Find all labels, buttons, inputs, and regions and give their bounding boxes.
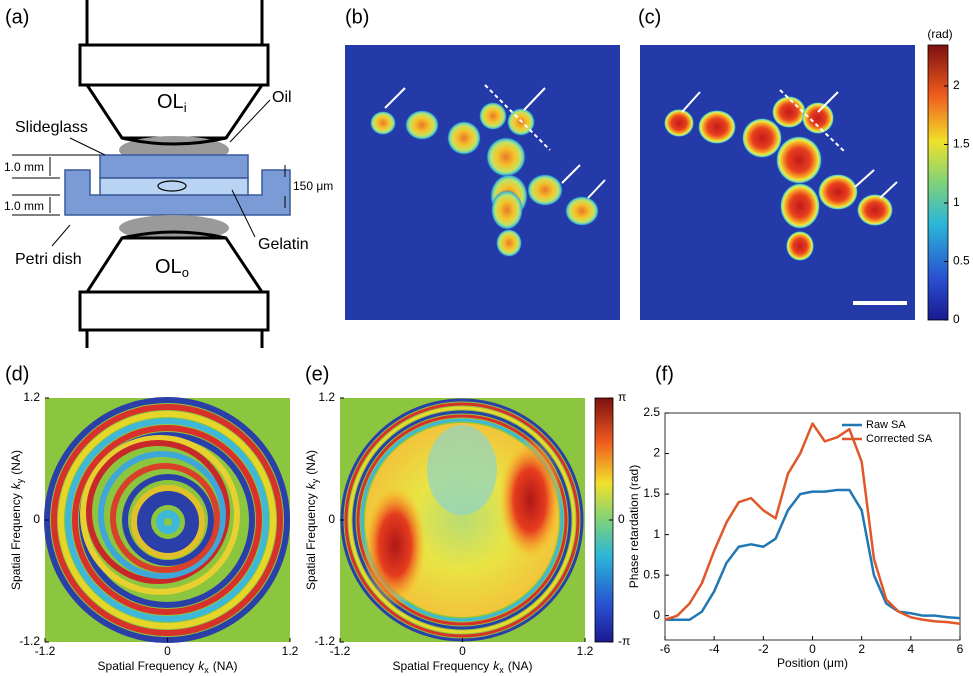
colorbar: (rad) (927, 27, 952, 320)
x-tick-label: 0 (809, 642, 816, 656)
objective-subscript: i (184, 100, 187, 115)
x-tick-label: 2 (858, 642, 865, 656)
y-tick-label: 1.2 (318, 390, 335, 404)
panel-label: (f) (655, 363, 674, 385)
y-tick-label: 2.5 (643, 405, 660, 419)
colorbar-tick-label: π (618, 390, 626, 404)
colorbar-tick-label: -π (618, 634, 630, 648)
oil-label: Oil (272, 89, 292, 106)
panel-label: (c) (638, 6, 661, 28)
label-suffix: (NA) (9, 450, 23, 475)
objective-text: OL (157, 91, 184, 113)
colorbar-label: (rad) (927, 27, 952, 41)
legend-label: Raw SA (866, 419, 906, 431)
x-tick-label: 4 (907, 642, 914, 656)
colorbar-tick-label: 1 (953, 195, 960, 209)
slideglass-label: Slideglass (15, 119, 88, 136)
x-tick-label: 1.2 (282, 644, 299, 658)
phase-image-corrected (640, 45, 915, 320)
objective-subscript: o (182, 265, 189, 280)
y-axis-label: Phase retardation (rad) (627, 465, 641, 588)
x-tick-label: 6 (957, 642, 964, 656)
label-prefix: Spatial Frequency (393, 659, 490, 673)
axis-label: Spatial Frequencyky(NA) (304, 450, 320, 590)
label-suffix: (NA) (304, 450, 318, 475)
label-prefix: Spatial Frequency (9, 493, 23, 590)
panel-label: (a) (5, 6, 29, 28)
label-prefix: Spatial Frequency (304, 493, 318, 590)
data-line (665, 424, 960, 624)
x-tick-label: 0 (164, 644, 171, 658)
lobe (363, 483, 427, 607)
colorbar-tick-label: 0 (953, 312, 960, 326)
x-tick-label: 1.2 (577, 644, 594, 658)
pupil-corrected (340, 398, 585, 642)
x-tick-label: 0 (459, 644, 466, 658)
setup-diagram (12, 0, 290, 348)
y-tick-label: -1.2 (19, 634, 40, 648)
phase-image-raw (345, 45, 620, 320)
pupil-raw (45, 398, 290, 642)
page: Figure html, body { margin: 0; padding: … (0, 0, 973, 676)
y-tick-label: 0 (328, 512, 335, 526)
label-prefix: Spatial Frequency (98, 659, 195, 673)
image-background (345, 45, 620, 320)
slideglass (100, 155, 248, 178)
panel-label: (e) (305, 363, 329, 385)
label-suffix: (NA) (213, 659, 238, 673)
center-band (427, 425, 497, 515)
label-suffix: (NA) (508, 659, 533, 673)
thickness-label: 1.0 mm (4, 160, 44, 174)
x-tick-label: -2 (758, 642, 769, 656)
plot-frame (665, 413, 960, 640)
colorbar-tick-label: 0.5 (953, 254, 970, 268)
label-subscript: x (499, 665, 504, 675)
x-tick-label: -6 (660, 642, 671, 656)
petri-dish-label: Petri dish (15, 251, 82, 268)
x-tick-label: -4 (709, 642, 720, 656)
figure: OLi Oil Slideglass 1.0 mm 150 μm 1.0 mm … (0, 0, 973, 676)
objective-body (80, 292, 268, 330)
panel-label: (d) (5, 363, 29, 385)
colorbar-tick-label: 2 (953, 78, 960, 92)
colorbar-tick-label: 0 (618, 512, 625, 526)
colorbar-tick-label: 1.5 (953, 137, 970, 151)
y-tick-label: 0.5 (643, 567, 660, 581)
label-subscript: y (310, 478, 320, 483)
gelatin-label: Gelatin (258, 236, 309, 253)
thickness-label: 1.0 mm (4, 199, 44, 213)
y-tick-label: 1.5 (643, 486, 660, 500)
data-line (665, 490, 960, 620)
x-axis-label: Position (μm) (777, 656, 848, 670)
y-tick-label: 1.2 (23, 390, 40, 404)
y-tick-label: 1 (653, 527, 660, 541)
y-tick-label: 0 (653, 608, 660, 622)
objective-text: OL (155, 256, 182, 278)
legend-label: Corrected SA (866, 433, 933, 445)
y-tick-label: -1.2 (314, 634, 335, 648)
objective-body (80, 45, 268, 85)
y-tick-label: 0 (33, 512, 40, 526)
objective-label: OLi (157, 91, 187, 115)
label-subscript: x (204, 665, 209, 675)
lobe (498, 438, 562, 562)
body: {"panel_labels": ["(a)", "(b)", "(c)", "… (0, 0, 973, 676)
y-tick-label: 2 (653, 446, 660, 460)
label-subscript: y (15, 478, 25, 483)
gelatin-thickness-label: 150 μm (293, 179, 333, 193)
axis-label: Spatial Frequencyky(NA) (9, 450, 25, 590)
panel-label: (b) (345, 6, 369, 28)
image-background (640, 45, 915, 320)
